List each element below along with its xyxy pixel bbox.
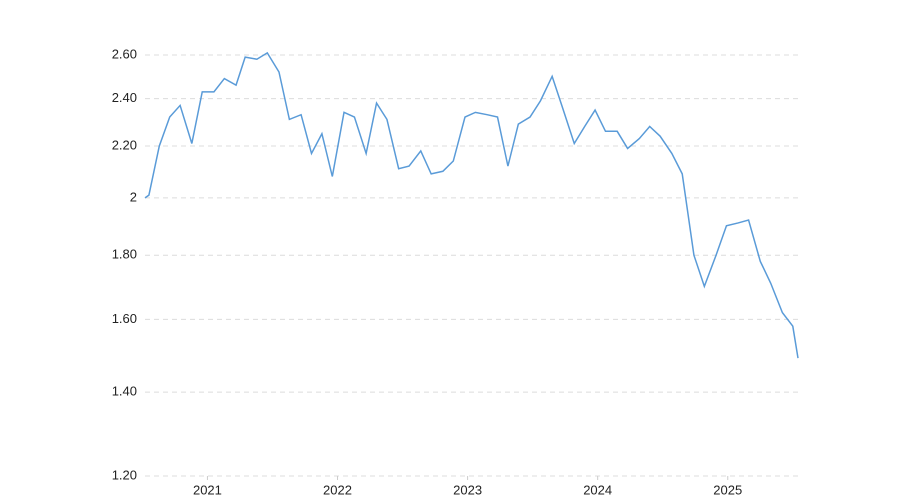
y-tick-label: 1.60 xyxy=(112,311,137,326)
x-tick-label: 2024 xyxy=(583,482,612,497)
y-tick-label: 2 xyxy=(130,189,137,204)
x-tick-label: 2025 xyxy=(713,482,742,497)
x-tick-label: 2021 xyxy=(193,482,222,497)
data-line xyxy=(144,51,799,359)
y-tick-label: 2.40 xyxy=(112,90,137,105)
x-tick-label: 2022 xyxy=(323,482,352,497)
y-tick-label: 2.20 xyxy=(112,137,137,152)
y-tick-label: 1.20 xyxy=(112,467,137,482)
y-tick-label: 1.40 xyxy=(112,384,137,399)
y-tick-label: 2.60 xyxy=(112,46,137,61)
x-tick-label: 2023 xyxy=(453,482,482,497)
y-tick-label: 1.80 xyxy=(112,247,137,262)
